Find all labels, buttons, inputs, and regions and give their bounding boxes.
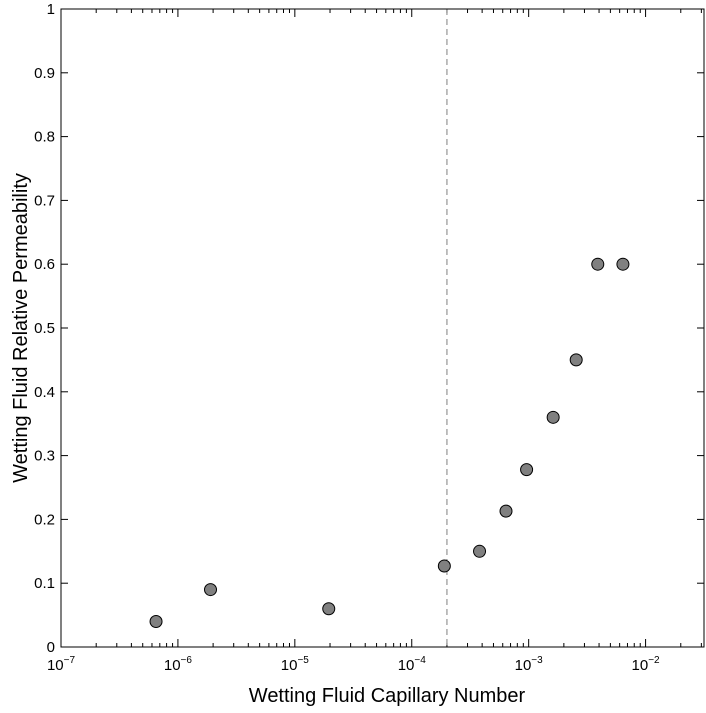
y-tick-label: 0.1 [34,575,55,592]
x-axis-title: Wetting Fluid Capillary Number [249,685,526,707]
x-tick-label: 10−6 [164,655,193,674]
y-tick-label: 0.3 [34,448,55,465]
data-point [616,257,630,271]
y-tick-label: 0.4 [34,384,55,401]
y-tick-label: 0 [47,639,55,656]
data-point [322,602,336,616]
y-tick-label: 1 [47,1,55,18]
data-point [204,583,218,597]
y-tick-label: 0.8 [34,129,55,146]
y-axis-title: Wetting Fluid Relative Permeability [10,173,32,483]
y-tick-label: 0.6 [34,256,55,273]
y-tick-label: 0.9 [34,65,55,82]
data-point [473,544,487,558]
data-points [149,257,630,628]
plot-frame [60,8,705,648]
y-tick-labels: 0 0.1 0.2 0.3 0.4 0.5 0.6 0.7 0.8 0.9 1 [34,1,55,656]
y-tick-label: 0.2 [34,511,55,528]
data-point [591,257,605,271]
data-point [569,353,583,367]
y-tick-label: 0.7 [34,192,55,209]
x-tick-labels: 10−7 10−6 10−5 10−4 10−3 10−2 [47,655,660,674]
plot-area [61,9,704,647]
x-tick-label: 10−7 [47,655,76,674]
data-point [499,504,513,518]
data-point [546,410,560,424]
data-point [149,614,163,628]
x-tick-label: 10−5 [281,655,310,674]
data-point [437,559,451,573]
x-tick-label: 10−4 [398,655,427,674]
x-tick-label: 10−3 [515,655,544,674]
data-point [520,463,534,477]
x-tick-label: 10−2 [632,655,661,674]
y-tick-label: 0.5 [34,320,55,337]
